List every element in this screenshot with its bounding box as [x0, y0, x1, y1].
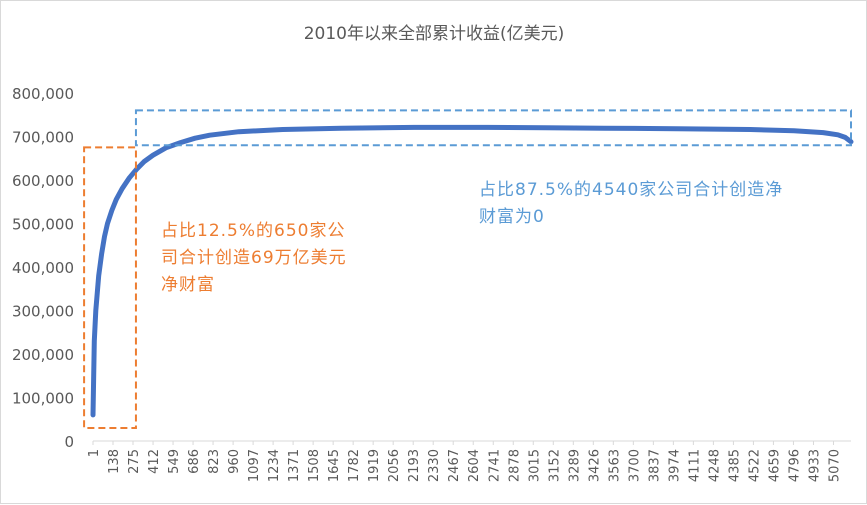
right-annotation-box	[134, 109, 852, 147]
y-tick-label: 300,000	[12, 303, 74, 321]
x-axis-ticks: 1 138 275 412 549 686 823 960 1097 1234 1371 1508 16…	[87, 441, 842, 482]
y-axis-ticks: 0 100,000 200,000 300,000 400,000 500,000 600,…	[12, 85, 74, 451]
left-annotation-box	[83, 146, 137, 429]
x-tick-label: 1645	[327, 449, 342, 482]
right-annotation-text: 占比87.5%的4540家公司合计创造净财富为0	[479, 180, 784, 227]
x-tick-label: 4659	[767, 449, 782, 482]
x-tick-label: 2056	[387, 449, 402, 482]
x-tick-label: 1097	[247, 449, 262, 482]
series-line	[90, 124, 854, 418]
x-tick-label: 3700	[627, 449, 642, 482]
x-tick-label: 1919	[367, 449, 382, 482]
x-tick-label: 1508	[307, 449, 322, 482]
x-tick-label: 2467	[447, 449, 462, 482]
y-tick-label: 0	[64, 433, 74, 451]
x-tick-label: 4248	[707, 449, 722, 482]
x-tick-label: 1782	[347, 449, 362, 482]
x-tick-label: 5070	[827, 449, 842, 482]
y-tick-label: 800,000	[12, 85, 74, 103]
x-tick-label: 549	[167, 449, 182, 474]
x-tick-label: 4385	[727, 449, 742, 482]
x-tick-label: 4522	[747, 449, 762, 482]
left-annotation-text: 占比12.5%的650家公司合计创造69万亿美元净财富	[161, 221, 347, 295]
x-tick-label: 3563	[607, 449, 622, 482]
x-tick-label: 2878	[507, 449, 522, 482]
x-tick-label: 3289	[567, 449, 582, 482]
y-tick-label: 100,000	[12, 390, 74, 408]
y-tick-label: 700,000	[12, 129, 74, 147]
x-tick-label: 2741	[487, 449, 502, 482]
y-tick-label: 200,000	[12, 346, 74, 364]
x-tick-label: 1	[87, 449, 102, 457]
x-tick-label: 4796	[787, 449, 802, 482]
x-tick-label: 3837	[647, 449, 662, 482]
x-tick-label: 138	[107, 449, 122, 474]
x-tick-label: 4933	[807, 449, 822, 482]
x-tick-label: 960	[227, 449, 242, 474]
x-tick-label: 2330	[427, 449, 442, 482]
x-tick-label: 2193	[407, 449, 422, 482]
x-tick-label: 3015	[527, 449, 542, 482]
x-tick-label: 686	[187, 449, 202, 474]
chart-title: 2010年以来全部累计收益(亿美元)	[304, 24, 565, 44]
x-tick-label: 412	[147, 449, 162, 474]
y-tick-label: 500,000	[12, 216, 74, 234]
x-tick-label: 823	[207, 449, 222, 474]
x-tick-label: 2604	[467, 449, 482, 482]
y-tick-label: 600,000	[12, 172, 74, 190]
x-tick-label: 1371	[287, 449, 302, 482]
x-tick-label: 275	[127, 449, 142, 474]
x-tick-label: 3974	[667, 449, 682, 482]
x-tick-label: 3426	[587, 449, 602, 482]
x-tick-label: 4111	[687, 449, 702, 482]
x-tick-label: 1234	[267, 449, 282, 482]
x-tick-label: 3152	[547, 449, 562, 482]
y-tick-label: 400,000	[12, 259, 74, 277]
